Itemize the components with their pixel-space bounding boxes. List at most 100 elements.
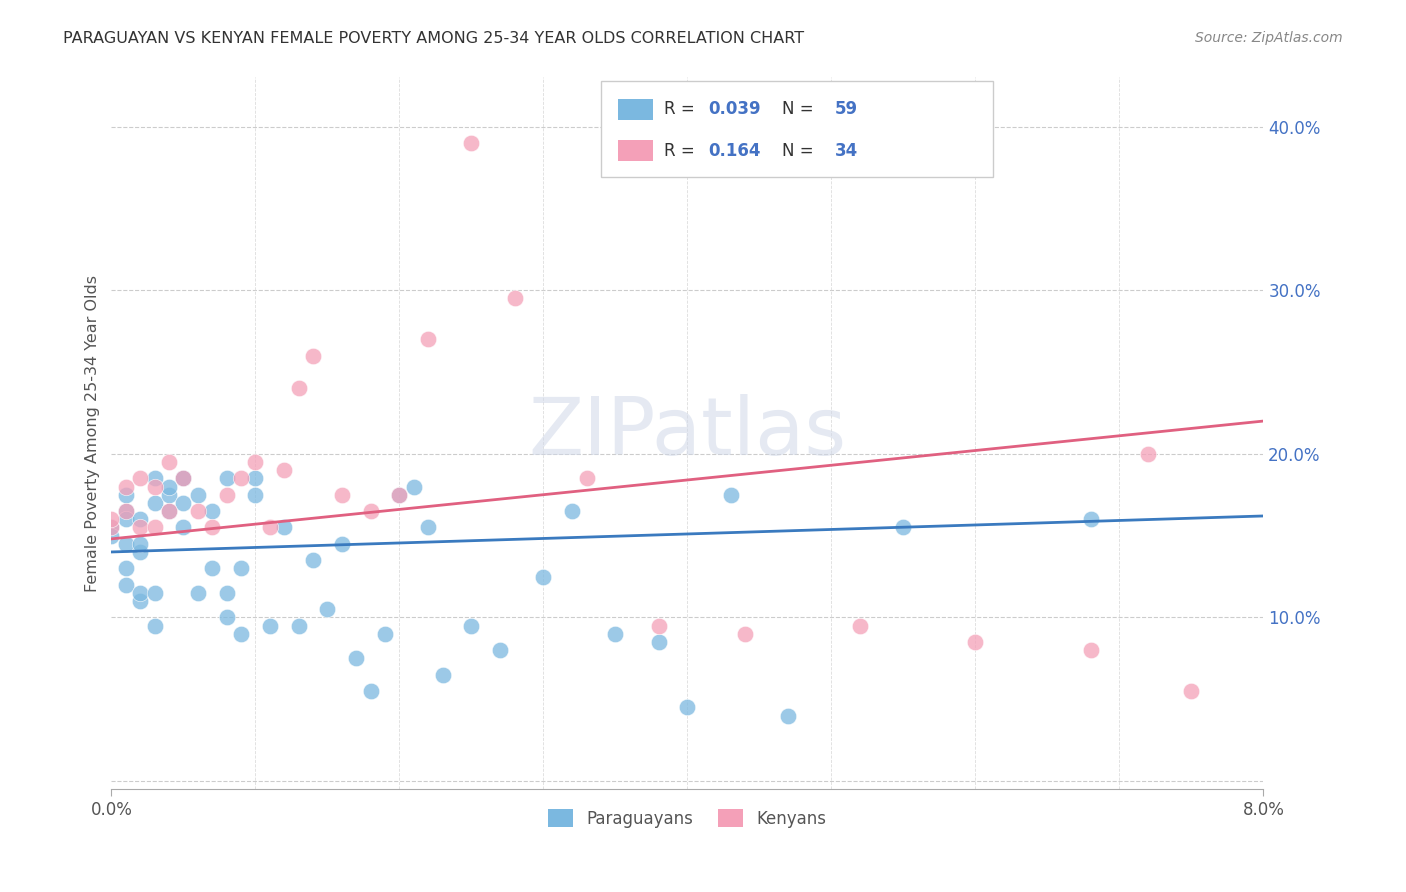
- Kenyans: [734, 627, 756, 641]
- Kenyans: [114, 479, 136, 493]
- Text: Source: ZipAtlas.com: Source: ZipAtlas.com: [1195, 31, 1343, 45]
- Text: PARAGUAYAN VS KENYAN FEMALE POVERTY AMONG 25-34 YEAR OLDS CORRELATION CHART: PARAGUAYAN VS KENYAN FEMALE POVERTY AMON…: [63, 31, 804, 46]
- Paraguayans: [374, 627, 396, 641]
- Kenyans: [157, 504, 180, 518]
- Paraguayans: [215, 471, 238, 485]
- Paraguayans: [129, 594, 152, 608]
- Paraguayans: [157, 479, 180, 493]
- Kenyans: [849, 618, 872, 632]
- Kenyans: [460, 136, 482, 150]
- Paraguayans: [201, 561, 224, 575]
- Paraguayans: [245, 471, 267, 485]
- Kenyans: [1180, 684, 1202, 698]
- Paraguayans: [360, 684, 382, 698]
- Paraguayans: [1080, 512, 1102, 526]
- Paraguayans: [531, 569, 554, 583]
- Paraguayans: [418, 520, 440, 534]
- Text: 59: 59: [835, 101, 858, 119]
- Paraguayans: [561, 504, 583, 518]
- Kenyans: [287, 381, 309, 395]
- Paraguayans: [287, 618, 309, 632]
- Bar: [600, 81, 993, 178]
- Kenyans: [1080, 643, 1102, 657]
- Text: R =: R =: [665, 142, 700, 160]
- Paraguayans: [100, 520, 122, 534]
- Paraguayans: [778, 708, 800, 723]
- Paraguayans: [215, 610, 238, 624]
- Paraguayans: [187, 586, 209, 600]
- Paraguayans: [245, 488, 267, 502]
- Paraguayans: [647, 635, 669, 649]
- Text: N =: N =: [782, 142, 818, 160]
- Kenyans: [129, 471, 152, 485]
- Paraguayans: [114, 577, 136, 591]
- Kenyans: [157, 455, 180, 469]
- Paraguayans: [100, 528, 122, 542]
- Kenyans: [418, 332, 440, 346]
- Kenyans: [215, 488, 238, 502]
- Paraguayans: [129, 586, 152, 600]
- Paraguayans: [316, 602, 339, 616]
- Paraguayans: [330, 537, 353, 551]
- Paraguayans: [489, 643, 512, 657]
- Kenyans: [503, 291, 526, 305]
- Paraguayans: [344, 651, 367, 665]
- Kenyans: [100, 512, 122, 526]
- Kenyans: [129, 520, 152, 534]
- Paraguayans: [114, 561, 136, 575]
- Kenyans: [965, 635, 987, 649]
- Kenyans: [143, 479, 166, 493]
- Paraguayans: [388, 488, 411, 502]
- Bar: [619, 99, 652, 120]
- Paraguayans: [402, 479, 425, 493]
- Kenyans: [172, 471, 194, 485]
- Text: 0.164: 0.164: [709, 142, 761, 160]
- Paraguayans: [129, 545, 152, 559]
- Paraguayans: [143, 471, 166, 485]
- Kenyans: [114, 504, 136, 518]
- Text: ZIPatlas: ZIPatlas: [529, 394, 846, 473]
- Paraguayans: [215, 586, 238, 600]
- Kenyans: [330, 488, 353, 502]
- Kenyans: [273, 463, 295, 477]
- Paraguayans: [720, 488, 742, 502]
- Paraguayans: [114, 504, 136, 518]
- Text: N =: N =: [782, 101, 818, 119]
- Kenyans: [229, 471, 252, 485]
- Text: R =: R =: [665, 101, 700, 119]
- Paraguayans: [143, 496, 166, 510]
- Kenyans: [143, 520, 166, 534]
- Kenyans: [647, 618, 669, 632]
- Paraguayans: [302, 553, 325, 567]
- Paraguayans: [114, 512, 136, 526]
- Kenyans: [259, 520, 281, 534]
- Paraguayans: [129, 512, 152, 526]
- Kenyans: [575, 471, 598, 485]
- Paraguayans: [143, 586, 166, 600]
- Paraguayans: [229, 627, 252, 641]
- Paraguayans: [143, 618, 166, 632]
- Text: 34: 34: [835, 142, 858, 160]
- Kenyans: [245, 455, 267, 469]
- Bar: [619, 140, 652, 161]
- Paraguayans: [172, 496, 194, 510]
- Text: 0.039: 0.039: [709, 101, 761, 119]
- Kenyans: [388, 488, 411, 502]
- Kenyans: [201, 520, 224, 534]
- Paraguayans: [605, 627, 627, 641]
- Paraguayans: [172, 520, 194, 534]
- Y-axis label: Female Poverty Among 25-34 Year Olds: Female Poverty Among 25-34 Year Olds: [86, 275, 100, 591]
- Kenyans: [360, 504, 382, 518]
- Paraguayans: [157, 488, 180, 502]
- Kenyans: [1137, 447, 1160, 461]
- Paraguayans: [187, 488, 209, 502]
- Paraguayans: [172, 471, 194, 485]
- Kenyans: [187, 504, 209, 518]
- Paraguayans: [893, 520, 915, 534]
- Legend: Paraguayans, Kenyans: Paraguayans, Kenyans: [541, 803, 834, 834]
- Paraguayans: [172, 471, 194, 485]
- Paraguayans: [229, 561, 252, 575]
- Paraguayans: [676, 700, 699, 714]
- Paraguayans: [114, 488, 136, 502]
- Kenyans: [100, 520, 122, 534]
